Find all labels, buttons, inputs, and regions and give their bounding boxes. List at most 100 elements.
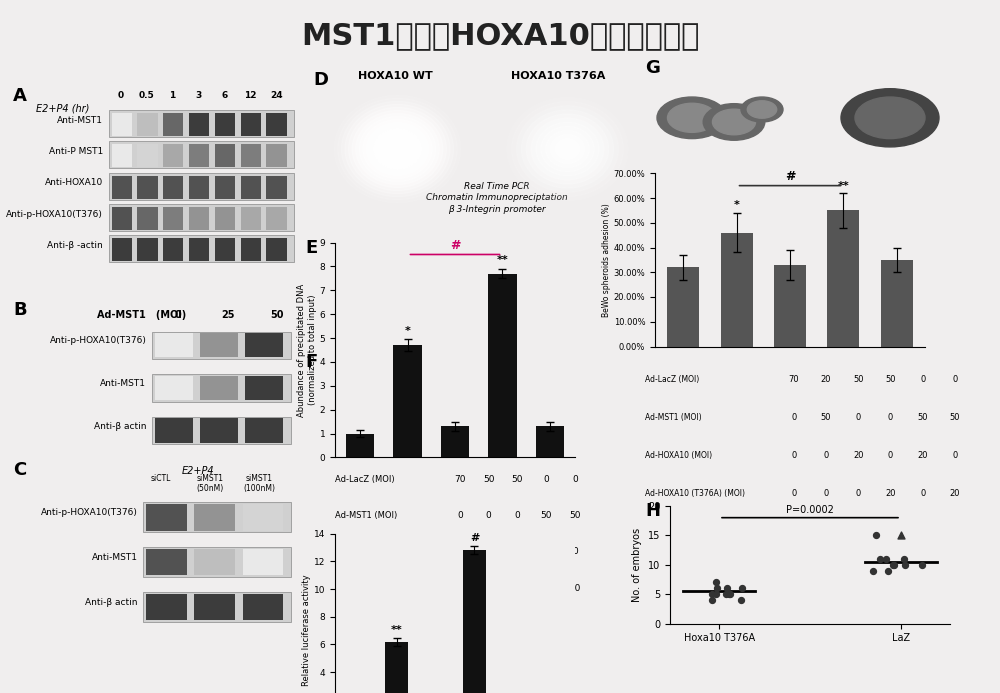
Polygon shape [374, 129, 421, 169]
Text: Anti-β -actin: Anti-β -actin [47, 241, 103, 249]
Bar [194, 504, 235, 531]
Bar [385, 642, 408, 693]
Text: Anti-HOXA10: Anti-HOXA10 [45, 179, 103, 187]
Text: 24: 24 [270, 91, 283, 100]
Bar [200, 333, 238, 358]
Text: 50: 50 [483, 475, 494, 484]
Bar [200, 376, 238, 400]
Text: Ad-MST1 (MOI): Ad-MST1 (MOI) [645, 413, 702, 422]
Text: 70: 70 [788, 375, 799, 384]
Text: siCTL: siCTL [151, 474, 171, 483]
Bar [215, 238, 235, 261]
Point [704, 589, 720, 600]
Bar [152, 417, 291, 444]
Bar [266, 207, 287, 230]
Bar [346, 434, 374, 457]
Text: **: ** [837, 181, 849, 191]
Text: 0: 0 [791, 451, 796, 460]
Text: 50: 50 [885, 375, 896, 384]
Polygon shape [356, 114, 439, 184]
Text: siMST1
(100nM): siMST1 (100nM) [243, 474, 275, 493]
Bar [146, 594, 187, 620]
Text: Ad-HOXA10 (T376A) (MOI): Ad-HOXA10 (T376A) (MOI) [645, 489, 745, 498]
Point [709, 583, 725, 594]
Polygon shape [359, 116, 436, 182]
Text: 0: 0 [117, 91, 123, 100]
Bar [667, 267, 699, 346]
Text: E2+P4 (hr): E2+P4 (hr) [36, 104, 89, 114]
Bar [215, 207, 235, 230]
Bar [137, 238, 158, 261]
Bar [109, 110, 294, 137]
Bar [112, 207, 132, 230]
Point [734, 583, 750, 594]
Text: #: # [450, 239, 460, 252]
Text: 0: 0 [457, 511, 463, 520]
Bar [245, 333, 283, 358]
Point [880, 565, 896, 577]
Circle shape [668, 103, 716, 132]
Text: 6: 6 [221, 91, 228, 100]
Text: #: # [785, 170, 795, 183]
Text: B: B [13, 301, 27, 319]
Text: #: # [470, 534, 479, 543]
Bar [194, 594, 235, 620]
Point [914, 559, 930, 570]
Polygon shape [531, 118, 604, 180]
Bar [266, 114, 287, 137]
Point [708, 589, 724, 600]
Bar [243, 504, 283, 531]
Text: Anti-p-HOXA10(T376): Anti-p-HOXA10(T376) [6, 210, 103, 218]
Y-axis label: Abundance of precipitated DNA
(normalized to total input): Abundance of precipitated DNA (normalize… [297, 283, 317, 416]
Text: 20: 20 [853, 451, 864, 460]
Text: 0: 0 [543, 475, 549, 484]
Point [872, 553, 888, 564]
Bar [721, 233, 753, 346]
Text: 0: 0 [856, 489, 861, 498]
Text: 3: 3 [195, 91, 202, 100]
Polygon shape [341, 101, 454, 197]
Polygon shape [551, 134, 584, 164]
Point [718, 589, 734, 600]
Text: C: C [13, 461, 26, 479]
Text: MST1磷酸化HOXA10促进胚胎黏附: MST1磷酸化HOXA10促进胚胎黏附 [301, 21, 699, 50]
Text: E: E [305, 239, 317, 257]
Text: 50: 50 [569, 511, 581, 520]
Text: 0: 0 [457, 584, 463, 593]
Bar [189, 238, 209, 261]
Text: 20: 20 [918, 451, 928, 460]
Bar [163, 145, 183, 168]
Text: Ad-MST1   (MOI): Ad-MST1 (MOI) [97, 310, 186, 320]
Bar [189, 176, 209, 199]
Text: 0: 0 [572, 547, 578, 556]
Text: siMST1
(50nM): siMST1 (50nM) [196, 474, 224, 493]
Bar [215, 145, 235, 168]
Bar [112, 114, 132, 137]
Text: Real Time PCR
Chromatin Immunopreciptation
β 3-Integrin promoter: Real Time PCR Chromatin Immunopreciptati… [426, 182, 568, 214]
Point [878, 553, 894, 564]
Text: Ad-LacZ (MOI): Ad-LacZ (MOI) [335, 475, 395, 484]
Polygon shape [392, 144, 403, 154]
Text: 0: 0 [952, 375, 958, 384]
Polygon shape [349, 107, 446, 191]
Polygon shape [363, 120, 432, 178]
Text: 0: 0 [791, 413, 796, 422]
Polygon shape [516, 105, 618, 193]
Text: Anti-p-HOXA10(T376): Anti-p-HOXA10(T376) [49, 336, 146, 345]
Text: 50: 50 [512, 475, 523, 484]
Polygon shape [560, 143, 575, 155]
Text: Anti-β actin: Anti-β actin [94, 421, 146, 430]
Text: Ad-MST1 (MOI): Ad-MST1 (MOI) [335, 511, 397, 520]
Bar [137, 145, 158, 168]
Circle shape [657, 97, 727, 139]
Bar [536, 426, 564, 457]
Text: 0: 0 [486, 584, 491, 593]
Text: 20: 20 [541, 547, 552, 556]
Text: 50: 50 [853, 375, 864, 384]
Bar [163, 114, 183, 137]
Bar [112, 238, 132, 261]
Bar [266, 176, 287, 199]
Text: **: ** [391, 625, 402, 635]
Text: A: A [13, 87, 27, 105]
Bar [243, 549, 283, 575]
